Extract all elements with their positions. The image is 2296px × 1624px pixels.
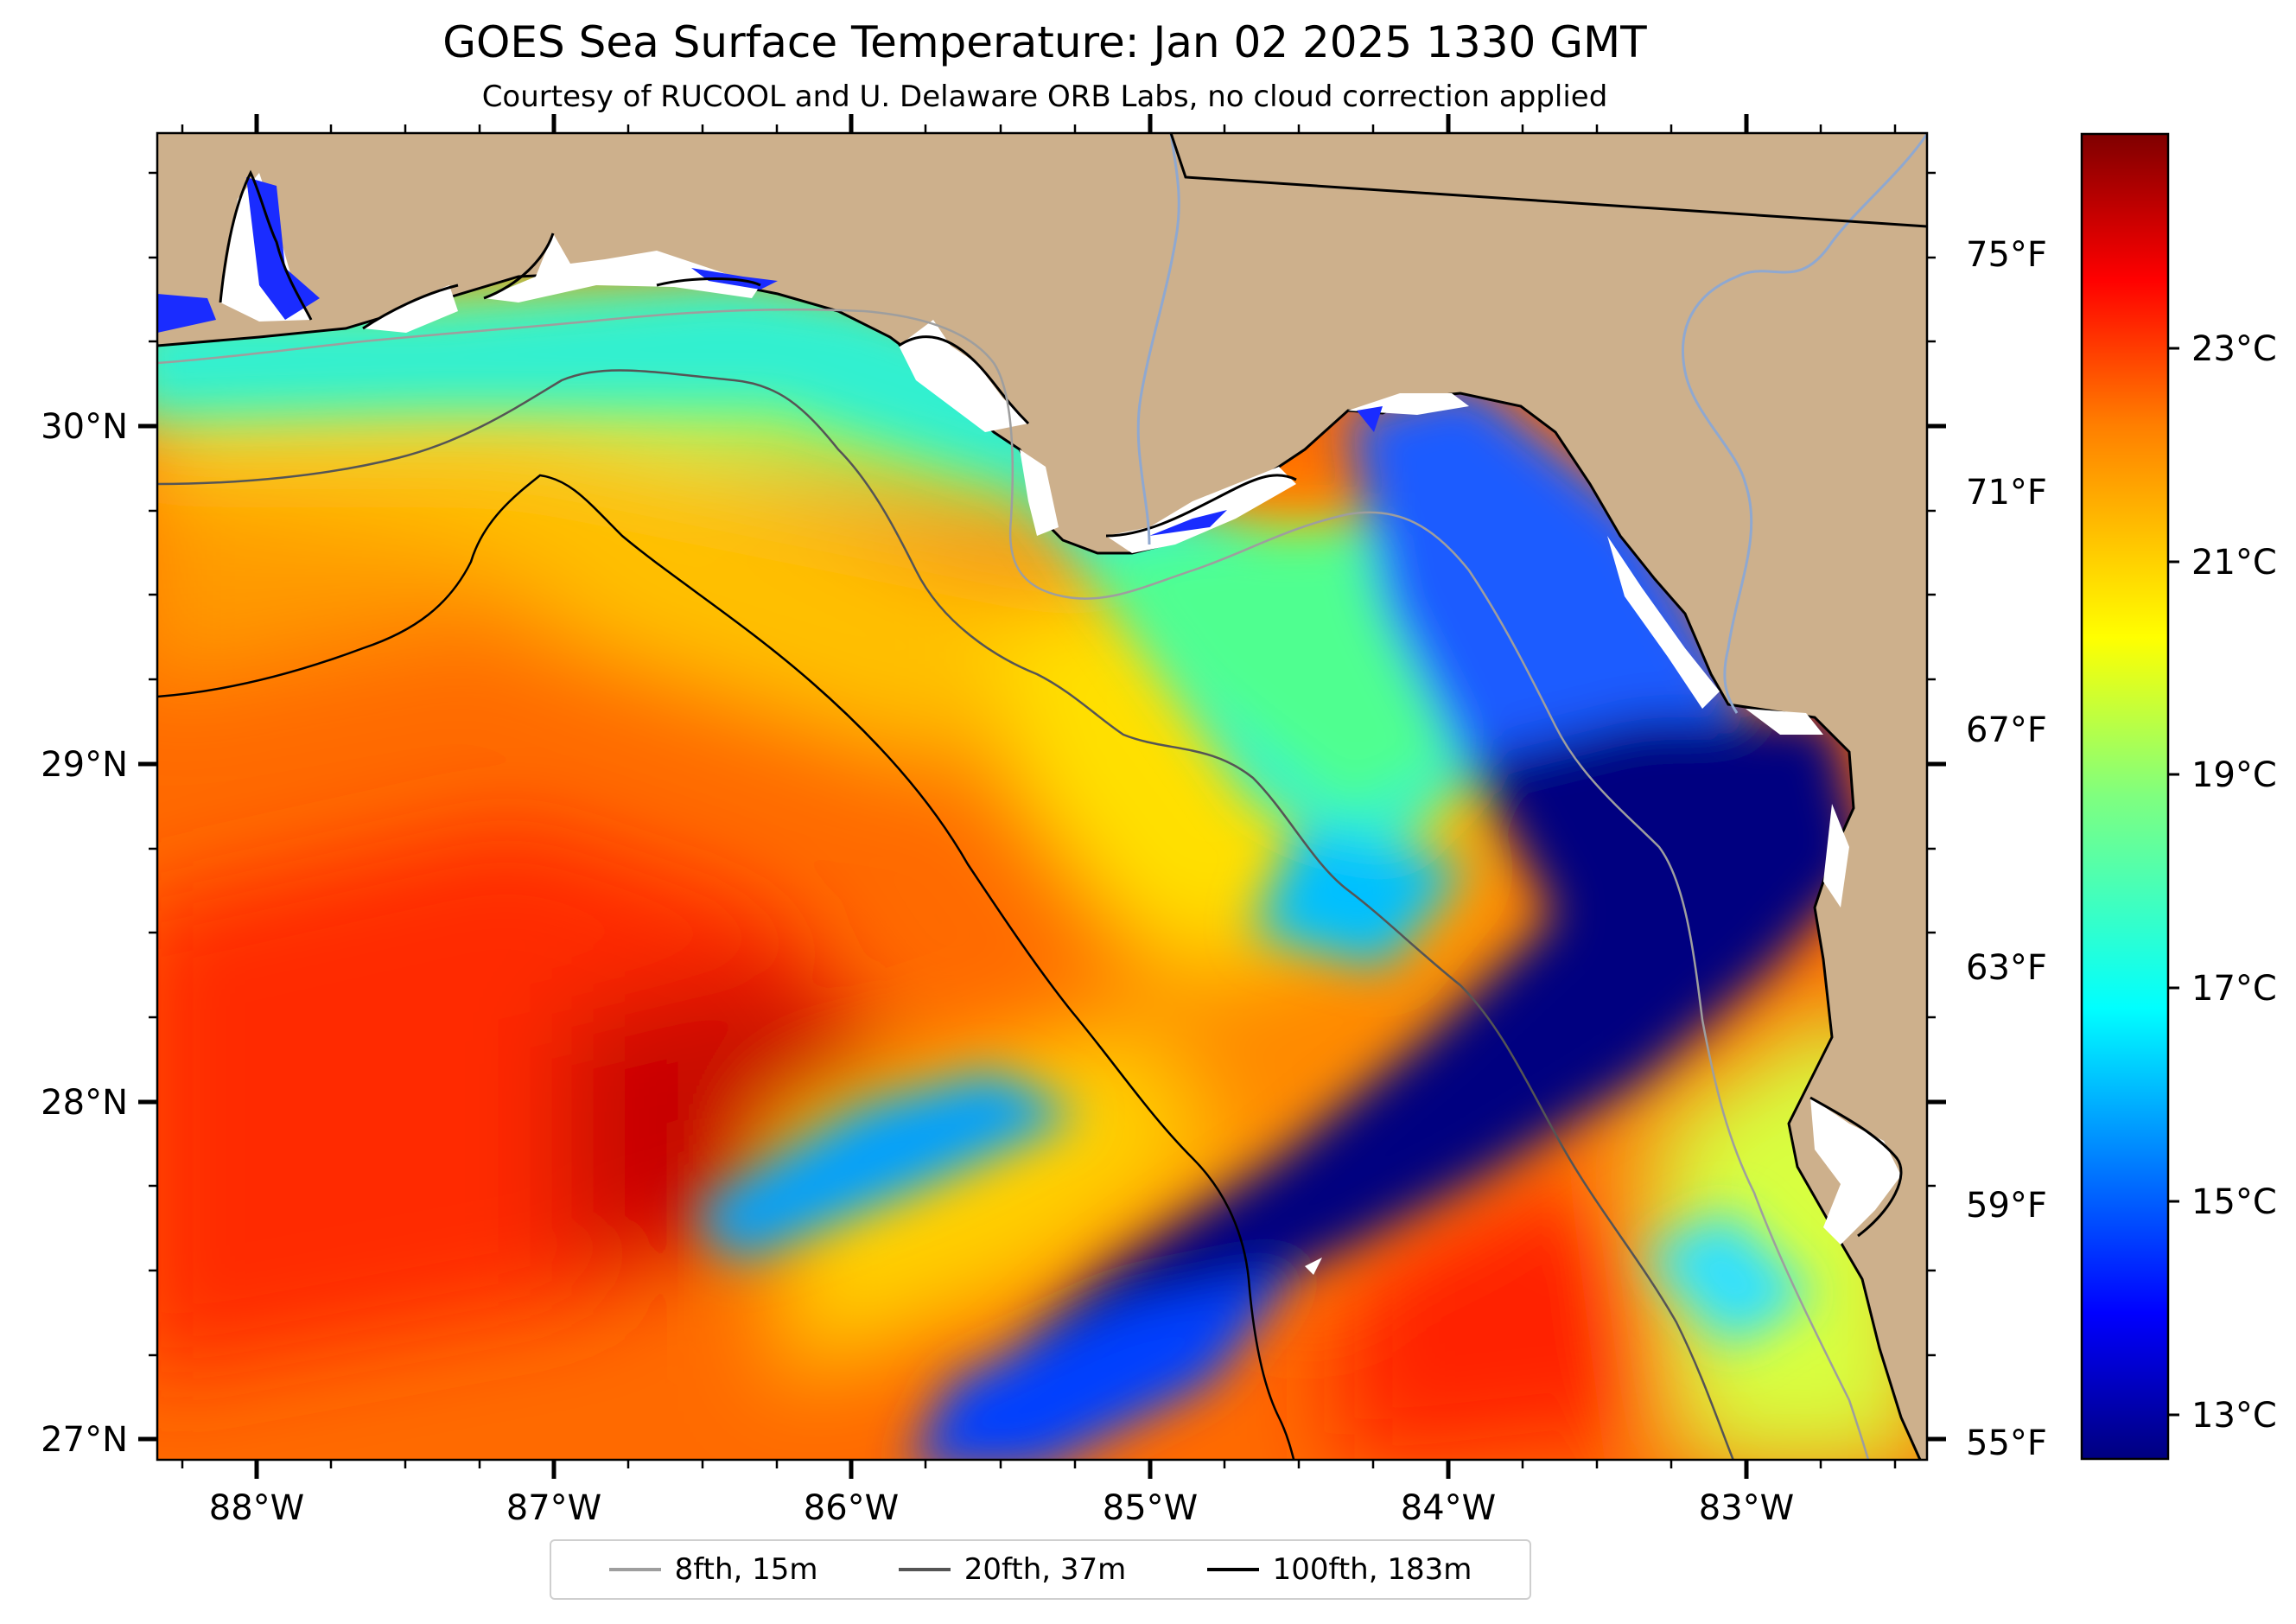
celsius-label: 21°C (2191, 543, 2277, 583)
contour-8fth (157, 308, 1870, 1460)
lon-label: 83°W (1699, 1488, 1794, 1528)
celsius-label: 23°C (2191, 329, 2277, 369)
lon-label: 87°W (506, 1488, 601, 1528)
legend-swatch (608, 1568, 661, 1571)
legend-label: 100fth, 183m (1272, 1552, 1472, 1587)
colorbar (2080, 132, 2170, 1461)
legend-item-20fth: 20fth, 37m (898, 1552, 1127, 1587)
celsius-label: 15°C (2191, 1182, 2277, 1222)
fahrenheit-label: 67°F (1966, 710, 2047, 750)
lon-label: 88°W (209, 1488, 304, 1528)
fahrenheit-label: 55°F (1966, 1423, 2047, 1463)
fahrenheit-label: 63°F (1966, 948, 2047, 988)
map-frame (156, 131, 1929, 1462)
legend-item-8fth: 8fth, 15m (608, 1552, 818, 1587)
lat-label: 30°N (41, 407, 128, 447)
lon-label: 85°W (1103, 1488, 1198, 1528)
legend-label: 20fth, 37m (964, 1552, 1127, 1587)
legend-label: 8fth, 15m (674, 1552, 818, 1587)
map-canvas (157, 133, 1927, 1460)
legend-swatch (1206, 1568, 1259, 1571)
lat-label: 27°N (41, 1420, 128, 1460)
longitude-ticks (254, 114, 1749, 1479)
celsius-label: 19°C (2191, 755, 2277, 795)
rivers (1136, 133, 1927, 714)
legend-item-100fth: 100fth, 183m (1206, 1552, 1472, 1587)
celsius-label: 17°C (2191, 969, 2277, 1009)
map-subtitle: Courtesy of RUCOOL and U. Delaware ORB L… (481, 80, 1608, 114)
coastline (219, 169, 1903, 1238)
legend-swatch (898, 1568, 951, 1571)
lat-label: 29°N (41, 745, 128, 785)
contour-100fth (157, 474, 1295, 1460)
lat-label: 28°N (41, 1083, 128, 1123)
fahrenheit-label: 59°F (1966, 1186, 2047, 1226)
contour-20fth (157, 369, 1735, 1460)
depth-contour-legend: 8fth, 15m 20fth, 37m 100fth, 183m (550, 1539, 1531, 1600)
lon-label: 86°W (804, 1488, 899, 1528)
fahrenheit-label: 71°F (1966, 473, 2047, 513)
celsius-label: 13°C (2191, 1396, 2277, 1436)
colorbar-ticks (2168, 347, 2179, 1417)
state-border (1169, 133, 1927, 228)
map-title: GOES Sea Surface Temperature: Jan 02 202… (442, 17, 1647, 67)
latitude-ticks (138, 424, 1946, 1442)
fahrenheit-label: 75°F (1966, 235, 2047, 275)
minor-ticks (149, 124, 1936, 1468)
lon-label: 84°W (1401, 1488, 1496, 1528)
